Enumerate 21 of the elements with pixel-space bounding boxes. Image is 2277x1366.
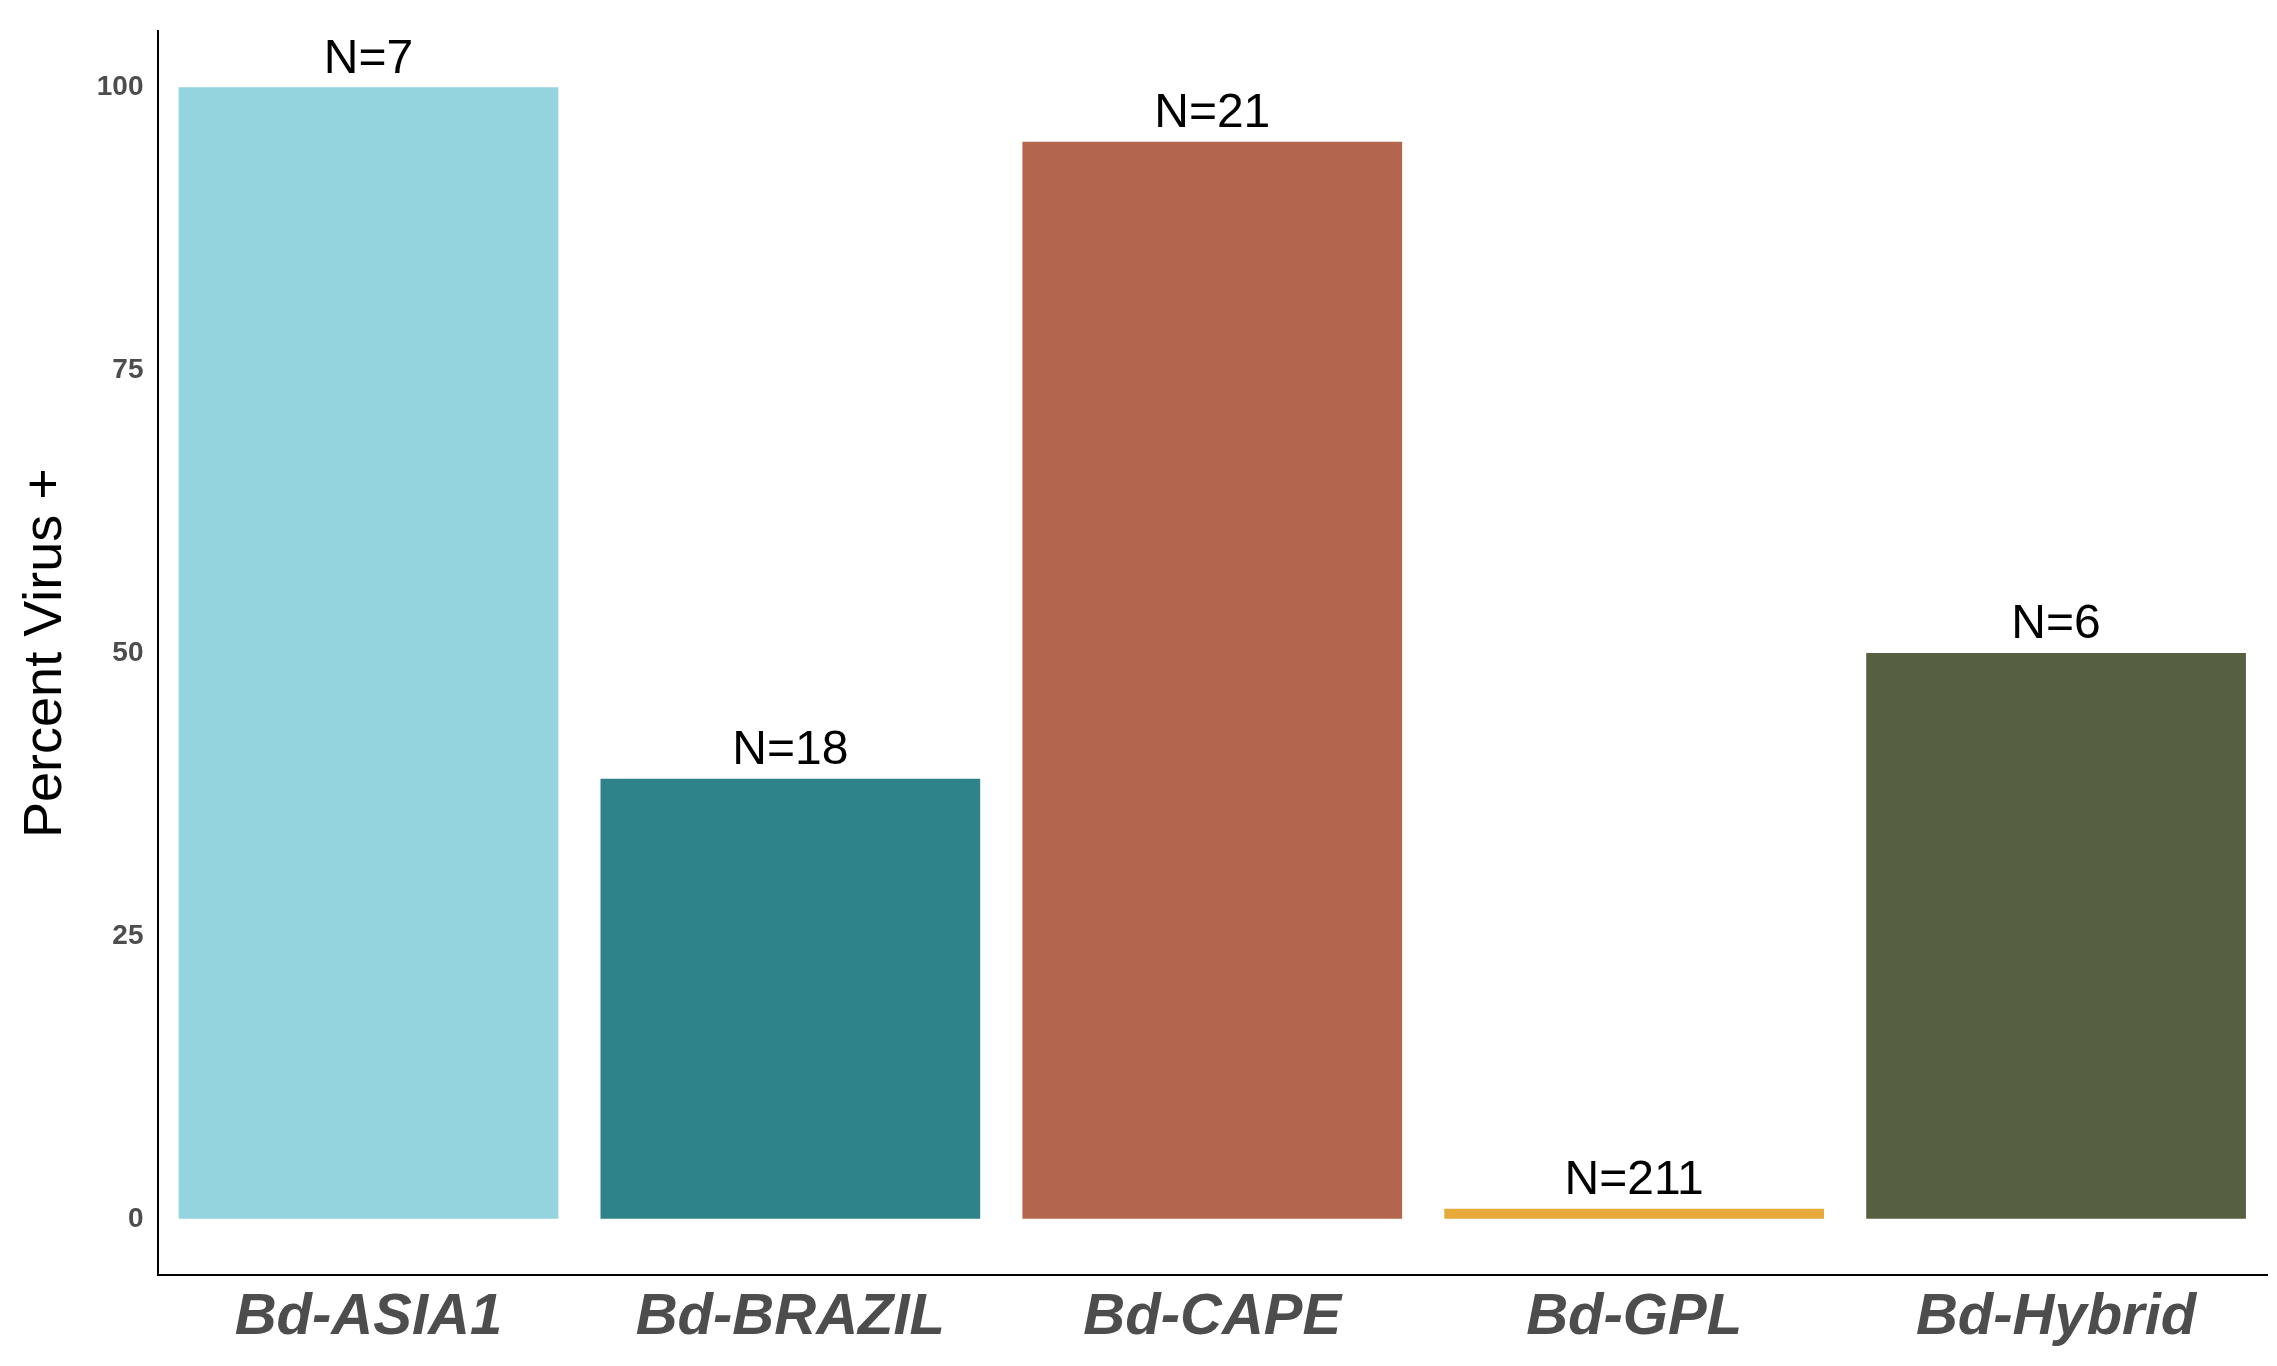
x-tick-label: Bd-GPL [1526,1281,1743,1347]
y-tick-label: 50 [112,635,144,667]
x-tick-label: Bd-BRAZIL [635,1281,945,1347]
annotation: N=18 [732,720,849,774]
bar [178,87,559,1219]
y-tick-label: 25 [112,918,144,950]
bar [600,778,981,1219]
bar [1022,141,1403,1219]
bar [1866,653,2246,1219]
y-tick-label: 75 [112,352,144,384]
x-tick-label: Bd-ASIA1 [234,1281,503,1347]
annotation: N=21 [1154,83,1271,137]
x-tick-label: Bd-Hybrid [1915,1281,2198,1347]
y-axis-title: Percent Virus + [12,468,73,838]
bar [1444,1208,1825,1219]
annotation: N=211 [1564,1150,1704,1204]
annotation: N=6 [2011,595,2101,649]
annotation: N=7 [323,29,414,83]
y-tick-label: 0 [127,1201,144,1233]
y-tick-label: 100 [96,70,144,102]
x-tick-label: Bd-CAPE [1083,1281,1344,1347]
